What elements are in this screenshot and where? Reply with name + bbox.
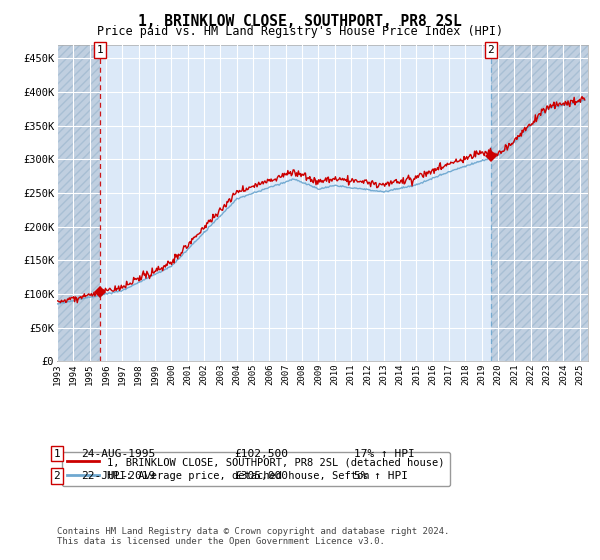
Text: 22-JUL-2019: 22-JUL-2019: [81, 471, 155, 481]
Text: Price paid vs. HM Land Registry's House Price Index (HPI): Price paid vs. HM Land Registry's House …: [97, 25, 503, 38]
Text: 24-AUG-1995: 24-AUG-1995: [81, 449, 155, 459]
Text: 1, BRINKLOW CLOSE, SOUTHPORT, PR8 2SL: 1, BRINKLOW CLOSE, SOUTHPORT, PR8 2SL: [138, 14, 462, 29]
Text: 1: 1: [53, 449, 61, 459]
Bar: [57, 45, 100, 361]
Text: 2: 2: [53, 471, 61, 481]
Text: 17% ↑ HPI: 17% ↑ HPI: [354, 449, 415, 459]
Bar: [491, 45, 588, 361]
Text: £102,500: £102,500: [234, 449, 288, 459]
Text: 1: 1: [97, 45, 104, 55]
Text: Contains HM Land Registry data © Crown copyright and database right 2024.
This d: Contains HM Land Registry data © Crown c…: [57, 526, 449, 546]
Text: £305,000: £305,000: [234, 471, 288, 481]
Text: 5% ↑ HPI: 5% ↑ HPI: [354, 471, 408, 481]
Legend: 1, BRINKLOW CLOSE, SOUTHPORT, PR8 2SL (detached house), HPI: Average price, deta: 1, BRINKLOW CLOSE, SOUTHPORT, PR8 2SL (d…: [62, 452, 450, 487]
Text: 2: 2: [487, 45, 494, 55]
